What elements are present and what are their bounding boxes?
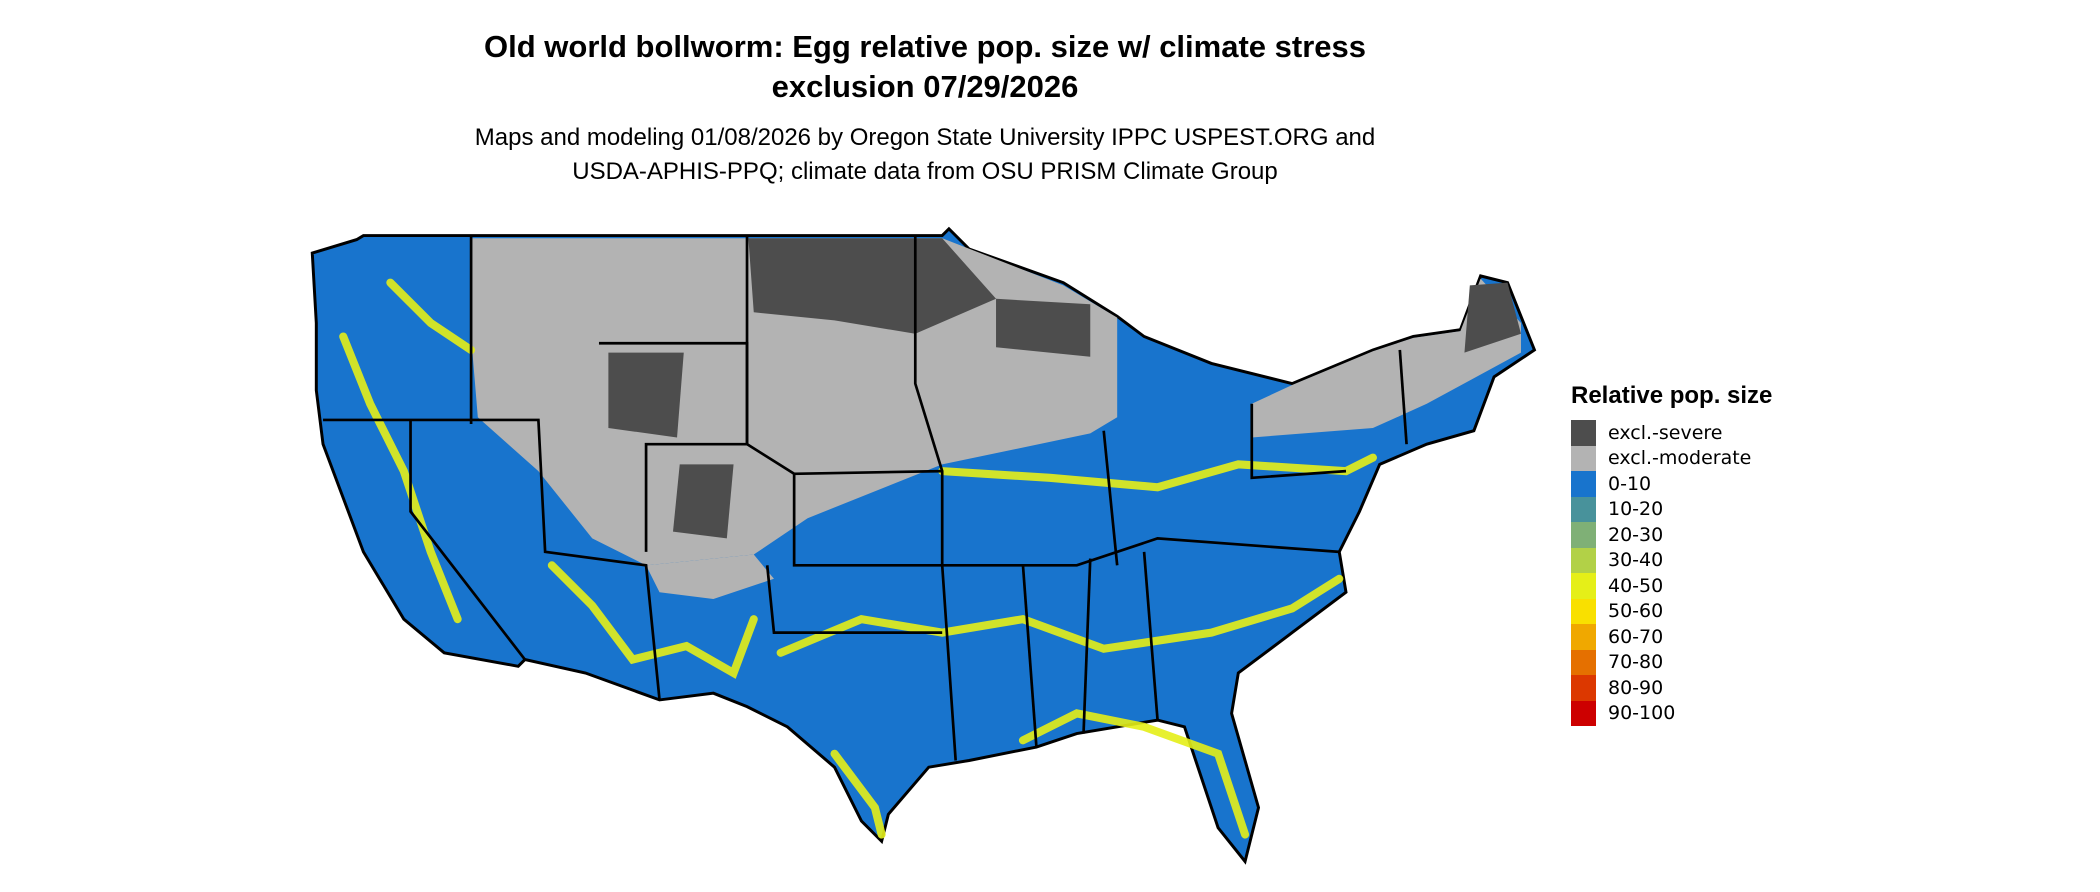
legend-swatch [1571, 649, 1596, 675]
legend-label: 80-90 [1608, 676, 1664, 699]
excl-severe-region-colorado [673, 464, 734, 539]
legend-swatch [1571, 445, 1596, 471]
legend-swatch [1571, 471, 1596, 497]
legend-swatch [1571, 598, 1596, 624]
legend-swatch [1571, 496, 1596, 522]
map-subtitle-line2: USDA-APHIS-PPQ; climate data from OSU PR… [572, 158, 1278, 185]
legend-swatch [1571, 675, 1596, 701]
legend-item: 0-10 [1571, 471, 1772, 497]
legend-label: 90-100 [1608, 702, 1676, 725]
legend-label: 70-80 [1608, 651, 1664, 674]
legend-item: excl.-severe [1571, 420, 1772, 446]
excl-moderate-region-northeast [1251, 278, 1521, 438]
legend-item: 50-60 [1571, 598, 1772, 624]
legend-item: 10-20 [1571, 496, 1772, 522]
legend-item: 90-100 [1571, 700, 1772, 726]
state-borders [323, 235, 1408, 761]
legend-item: 80-90 [1571, 675, 1772, 701]
legend-item: 40-50 [1571, 573, 1772, 599]
legend-label: 10-20 [1608, 498, 1664, 521]
legend-swatch [1571, 700, 1596, 726]
legend-items: excl.-severe excl.-moderate 0-10 10-20 20-30… [1571, 420, 1772, 726]
legend-item: 60-70 [1571, 624, 1772, 650]
excl-severe-region-wyoming [608, 352, 684, 438]
legend-label: 30-40 [1608, 549, 1664, 572]
legend-label: 20-30 [1608, 523, 1664, 546]
map-title-line1: Old world bollworm: Egg relative pop. si… [484, 29, 1366, 64]
excl-severe-region-great-lakes [996, 298, 1091, 357]
legend-swatch [1571, 522, 1596, 548]
excl-severe-region-north-central [748, 238, 997, 334]
excl-moderate-region-southwest [646, 554, 774, 599]
legend-label: 60-70 [1608, 625, 1664, 648]
legend-swatch [1571, 624, 1596, 650]
legend-swatch [1571, 420, 1596, 446]
legend-label: 50-60 [1608, 600, 1664, 623]
legend-title: Relative pop. size [1571, 382, 1773, 409]
excl-moderate-region-north [471, 238, 1118, 566]
legend-label: 0-10 [1608, 472, 1652, 495]
legend: Relative pop. size excl.-severe excl.-mod… [1571, 382, 1772, 726]
legend-swatch [1571, 547, 1596, 573]
map-subtitle-line1: Maps and modeling 01/08/2026 by Oregon S… [474, 124, 1376, 151]
legend-label: 40-50 [1608, 574, 1664, 597]
legend-item: 30-40 [1571, 547, 1772, 573]
map-title-line2: exclusion 07/29/2026 [771, 69, 1079, 104]
legend-item: excl.-moderate [1571, 445, 1772, 471]
high-suitability-bands [339, 278, 1377, 839]
legend-label: excl.-severe [1608, 421, 1723, 444]
legend-item: 70-80 [1571, 649, 1772, 675]
legend-item: 20-30 [1571, 522, 1772, 548]
legend-swatch [1571, 573, 1596, 599]
excl-severe-region-maine [1464, 282, 1521, 353]
legend-label: excl.-moderate [1608, 447, 1752, 470]
